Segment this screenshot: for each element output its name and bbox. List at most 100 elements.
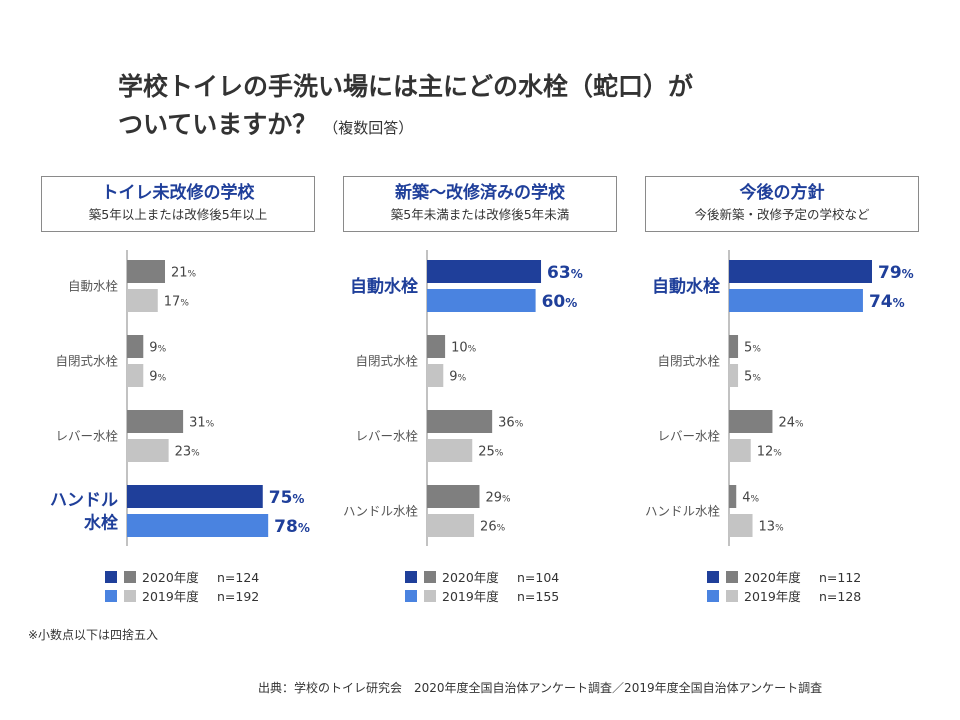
bar-2020 [127,410,184,433]
chart-title: 学校トイレの手洗い場には主にどの水栓（蛇口）が ついていますか？ （複数回答） [118,68,878,147]
value-label: 25% [478,445,504,460]
legend-swatch-highlight [707,571,719,583]
legend-swatch-gray [424,571,436,583]
legend-sample-size: n=192 [217,589,259,604]
bar-2019 [427,514,475,537]
bar-2020 [127,335,144,358]
value-label: 9% [149,370,166,385]
legend-label: 2020年度 [442,570,499,585]
value-label: 5% [744,341,761,356]
category-label: 自閉式水栓 [657,354,720,369]
category-label: 自閉式水栓 [55,354,118,369]
bar-2020 [729,335,739,358]
title-note: （複数回答） [323,119,414,137]
bar-2020 [729,260,872,283]
legend-swatch-gray [726,571,738,583]
bar-2019 [729,289,863,312]
legend-label: 2019年度 [142,589,199,604]
bar-2019 [127,364,144,387]
legend-sample-size: n=124 [217,570,259,585]
category-label: レバー水栓 [355,429,418,444]
category-label: 自動水栓 [652,276,720,297]
bar-2020 [427,485,480,508]
bar-2019 [427,289,536,312]
legend-swatch-highlight [405,571,417,583]
legend-swatch-gray [424,590,436,602]
value-label: 17% [164,295,190,310]
bar-2019 [729,439,751,462]
value-label: 79% [878,263,914,283]
panel-title: トイレ未改修の学校 [101,183,255,203]
title-line-1: 学校トイレの手洗い場には主にどの水栓（蛇口）が [118,72,694,101]
category-label: レバー水栓 [55,429,118,444]
panel-header-future-policy: 今後の方針 今後新築・改修予定の学校など [645,176,919,232]
legend-swatch-gray [124,571,136,583]
legend-swatch-gray [124,590,136,602]
category-label: ハンドル水栓 [50,491,118,534]
value-label: 21% [171,266,197,281]
bar-2019 [729,364,739,387]
value-label: 74% [869,292,905,312]
value-label: 12% [757,445,783,460]
value-label: 9% [149,341,166,356]
legend-label: 2020年度 [744,570,801,585]
value-label: 13% [759,520,785,535]
legend-sample-size: n=112 [819,570,861,585]
legend-label: 2019年度 [442,589,499,604]
value-label: 24% [778,416,804,431]
legend-sample-size: n=104 [517,570,559,585]
category-label: 自閉式水栓 [355,354,418,369]
legend-label: 2020年度 [142,570,199,585]
bar-2020 [729,485,737,508]
value-label: 63% [547,263,583,283]
value-label: 4% [742,491,759,506]
bar-2019 [427,439,473,462]
value-label: 75% [269,488,305,508]
legend-swatch-highlight [105,571,117,583]
value-label: 26% [480,520,506,535]
legend-sample-size: n=128 [819,589,861,604]
value-label: 23% [175,445,201,460]
footnote: ※小数点以下は四捨五入 [28,628,159,642]
bar-2019 [127,439,169,462]
value-label: 9% [449,370,466,385]
bar-2020 [127,485,263,508]
panel-header-unrenovated: トイレ未改修の学校 築5年以上または改修後5年以上 [41,176,315,232]
bar-2020 [729,410,773,433]
category-label: レバー水栓 [657,429,720,444]
legend-sample-size: n=155 [517,589,559,604]
value-label: 29% [485,491,511,506]
bar-2019 [127,514,269,537]
value-label: 36% [498,416,524,431]
panel-header-renovated: 新築〜改修済みの学校 築5年未満または改修後5年未満 [343,176,617,232]
category-label: ハンドル水栓 [645,504,721,519]
value-label: 31% [189,416,215,431]
bar-2020 [427,410,493,433]
bar-2020 [127,260,166,283]
legend-swatch-highlight [707,590,719,602]
panel-subtitle: 今後新築・改修予定の学校など [694,207,870,222]
source-citation: 出典：学校のトイレ研究会 2020年度全国自治体アンケート調査／2019年度全国… [258,681,823,695]
legend-swatch-gray [726,590,738,602]
panel-subtitle: 築5年以上または改修後5年以上 [88,207,268,222]
bar-2019 [427,364,444,387]
panel-title: 新築〜改修済みの学校 [395,183,565,203]
legend-swatch-highlight [405,590,417,602]
category-label: 自動水栓 [350,276,418,297]
title-line-2: ついていますか？ [118,110,318,139]
legend-swatch-highlight [105,590,117,602]
bar-2019 [729,514,753,537]
category-label: 自動水栓 [68,279,119,294]
bar-2020 [427,260,542,283]
value-label: 78% [274,517,310,537]
bar-2020 [427,335,446,358]
value-label: 60% [542,292,578,312]
value-label: 10% [451,341,477,356]
panel-title: 今後の方針 [739,183,825,203]
category-label: ハンドル水栓 [343,504,419,519]
panel-subtitle: 築5年未満または改修後5年未満 [390,207,570,222]
bar-2019 [127,289,158,312]
value-label: 5% [744,370,761,385]
legend-label: 2019年度 [744,589,801,604]
